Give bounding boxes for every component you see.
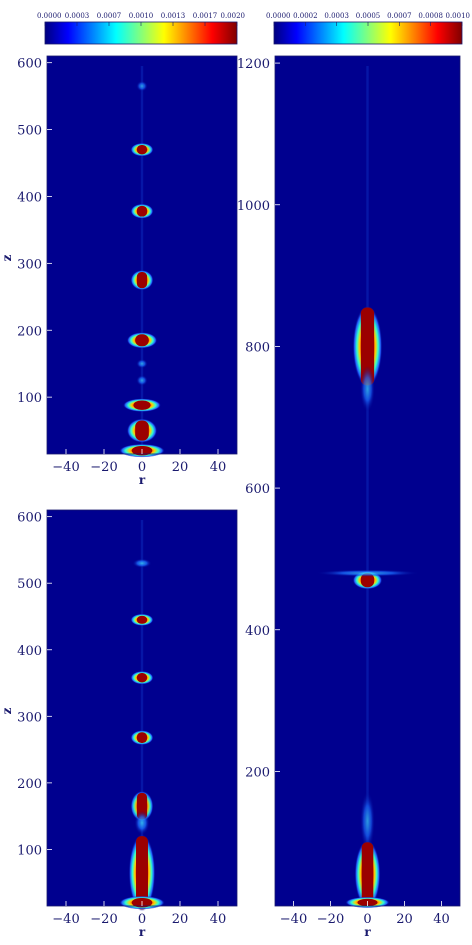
colorbar-tick-label: 0.0010 [446, 12, 471, 20]
feature-core-7 [133, 400, 151, 410]
colorbar-tick-label: 0.0003 [324, 12, 349, 20]
y-tick-label: 1200 [237, 57, 270, 72]
feature-core-2 [136, 205, 148, 217]
x-tick-label: 40 [210, 912, 227, 927]
x-tick-label: −20 [90, 912, 117, 927]
feature-core-6 [136, 836, 148, 910]
feature-1 [360, 365, 375, 413]
colorbar-tick-label: 0.0002 [293, 12, 318, 20]
feature-core-5 [361, 842, 374, 906]
y-axis-label: z [0, 707, 14, 714]
y-tick-label: 600 [17, 57, 42, 72]
y-tick-label: 500 [17, 124, 42, 139]
y-tick-label: 300 [17, 257, 42, 272]
colorbar-tick-label: 0.0007 [387, 12, 412, 20]
y-tick-label: 400 [17, 190, 42, 205]
colorbar-tick-label: 0.0013 [161, 12, 186, 20]
x-tick-label: 0 [363, 912, 371, 927]
x-tick-label: 0 [138, 912, 146, 927]
colorbar-tick-label: 0.0003 [65, 12, 90, 20]
feature-core-1 [136, 144, 148, 155]
feature-core-0 [360, 307, 375, 386]
y-tick-label: 1000 [237, 199, 270, 214]
colorbar-tick-label: 0.0005 [356, 12, 381, 20]
x-axis-label: r [364, 925, 371, 939]
feature-core-4 [135, 334, 149, 347]
x-tick-label: 0 [138, 460, 146, 475]
panel-right: −40 −20 0 20 40 200 400 600 800 1000 1200 r [237, 55, 461, 939]
x-tick-label: 40 [433, 912, 450, 927]
feature-core-1 [136, 615, 148, 624]
colorbar-tick-label: 0.0010 [129, 12, 154, 20]
colorbar-right: 0.0000 0.0002 0.0003 0.0005 0.0007 0.0008 0.00… [266, 12, 471, 45]
y-tick-label: 100 [17, 843, 42, 858]
x-tick-label: −40 [52, 912, 79, 927]
colorbar-left: 0.0000 0.0003 0.0007 0.0010 0.0013 0.0017 0.00… [37, 12, 246, 45]
panel-bottom-left: −40 −20 0 20 40 100 200 300 400 500 600 r z [0, 509, 238, 939]
plot-area [47, 56, 237, 454]
x-tick-label: −40 [280, 912, 307, 927]
y-axis-label: z [0, 254, 14, 261]
plot-area [275, 56, 460, 906]
y-tick-label: 200 [17, 777, 42, 792]
y-tick-label: 600 [245, 482, 270, 497]
x-tick-label: −20 [317, 912, 344, 927]
y-tick-label: 500 [17, 577, 42, 592]
colorbar-tick-label: 0.0007 [97, 12, 122, 20]
x-tick-label: 40 [210, 460, 227, 475]
x-axis-label: r [139, 473, 146, 487]
jet-column [140, 520, 144, 906]
y-tick-label: 200 [245, 765, 270, 780]
feature-4 [360, 790, 375, 852]
feature-6 [136, 375, 148, 386]
x-tick-label: −20 [90, 460, 117, 475]
colorbar-tick-label: 0.0017 [193, 12, 218, 20]
colorbar-tick-label: 0.0008 [418, 12, 443, 20]
y-tick-label: 300 [17, 710, 42, 725]
feature-0 [136, 80, 148, 92]
y-tick-label: 800 [245, 340, 270, 355]
feature-core-2 [136, 673, 148, 683]
y-tick-label: 200 [17, 324, 42, 339]
jet-column [366, 66, 369, 906]
jet-column [140, 66, 144, 454]
feature-3 [315, 569, 420, 577]
y-tick-label: 400 [245, 624, 270, 639]
colorbar-tick-label: 0.0020 [221, 12, 246, 20]
x-tick-label: −40 [52, 460, 79, 475]
x-tick-label: 20 [396, 912, 413, 927]
feature-core-8 [135, 420, 149, 441]
y-tick-label: 100 [17, 391, 42, 406]
feature-0 [132, 558, 152, 568]
x-tick-label: 20 [172, 460, 189, 475]
feature-core-2 [360, 573, 375, 588]
x-tick-label: 20 [172, 912, 189, 927]
feature-core-3 [136, 272, 148, 289]
panel-top-left: −40 −20 0 20 40 100 200 300 400 500 600 r z [0, 55, 238, 487]
x-axis-label: r [139, 925, 146, 939]
y-tick-label: 600 [17, 511, 42, 526]
feature-5 [136, 359, 148, 369]
colorbar-tick-label: 0.0000 [266, 12, 291, 20]
feature-core-3 [136, 732, 148, 743]
feature-5 [134, 810, 150, 835]
colorbar-tick-label: 0.0000 [37, 12, 62, 20]
y-tick-label: 400 [17, 644, 42, 659]
